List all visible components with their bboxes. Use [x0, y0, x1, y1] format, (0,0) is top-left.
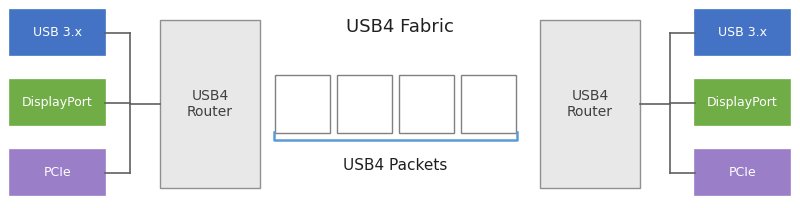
Bar: [10, 80, 105, 125]
Bar: [695, 80, 790, 125]
Bar: [337, 75, 392, 133]
Bar: [275, 75, 330, 133]
Text: DisplayPort: DisplayPort: [22, 96, 93, 109]
Bar: [10, 150, 105, 195]
Text: USB 3.x: USB 3.x: [718, 26, 767, 39]
Text: USB4 Packets: USB4 Packets: [343, 158, 447, 173]
Bar: [399, 75, 454, 133]
Bar: [10, 10, 105, 55]
Text: PCIe: PCIe: [729, 166, 756, 179]
Bar: [160, 20, 260, 188]
Bar: [461, 75, 516, 133]
Text: DisplayPort: DisplayPort: [707, 96, 778, 109]
Bar: [695, 150, 790, 195]
Text: USB4
Router: USB4 Router: [187, 89, 233, 119]
Bar: [540, 20, 640, 188]
Bar: [695, 10, 790, 55]
Text: USB4 Fabric: USB4 Fabric: [346, 18, 454, 36]
Text: USB4
Router: USB4 Router: [567, 89, 613, 119]
Text: PCIe: PCIe: [44, 166, 71, 179]
Text: USB 3.x: USB 3.x: [33, 26, 82, 39]
